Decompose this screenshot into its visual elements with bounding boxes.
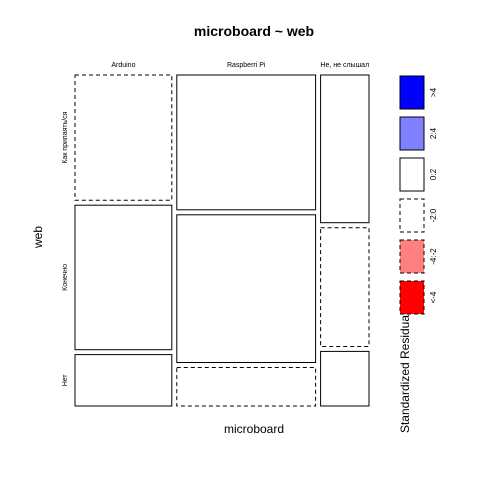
residual-legend: >4 2:4 0:2 -2:0 -4:-2 <-4: [399, 75, 438, 315]
mosaic-cell-arduino-как-припаять-ся: [74, 74, 173, 201]
mosaic-cell-не-не-слышал-нет: [320, 350, 370, 407]
legend-label: 0:2: [429, 168, 438, 180]
legend-label: >4: [429, 87, 438, 97]
legend-swatch: [399, 280, 425, 315]
mosaic-cells: [74, 74, 370, 407]
x-tick-label: Arduino: [111, 62, 135, 69]
x-tick-label: Raspberri Pi: [227, 62, 266, 69]
legend-label: -4:-2: [429, 248, 438, 265]
x-tick-label: Не, не слышал: [320, 62, 369, 69]
mosaic-cell-arduino-нет: [74, 354, 173, 407]
mosaic-cell-не-не-слышал-конечно: [320, 227, 370, 347]
legend-swatch: [399, 75, 425, 110]
legend-swatch: [399, 198, 425, 233]
mosaic-cell-raspberri-pi-нет: [176, 367, 317, 407]
y-tick-labels: Как припаять/ся Конечно Нет: [62, 111, 69, 386]
legend-swatch: [399, 157, 425, 192]
legend-label: <-4: [429, 291, 438, 303]
legend-swatch: [399, 116, 425, 151]
legend-title: Standardized Residuals:: [398, 303, 412, 433]
mosaic-cell-arduino-конечно: [74, 204, 173, 351]
y-axis-title: web: [31, 226, 45, 249]
x-axis-title: microboard: [224, 422, 284, 436]
chart-title: microboard ~ web: [194, 23, 314, 39]
y-tick-label: Конечно: [62, 264, 69, 291]
y-tick-label: Нет: [62, 374, 69, 387]
legend-label: -2:0: [429, 208, 438, 222]
y-tick-label: Как припаять/ся: [62, 111, 69, 163]
legend-swatch: [399, 239, 425, 274]
mosaic-cell-не-не-слышал-как-припаять-ся: [320, 74, 370, 224]
x-tick-labels: Arduino Raspberri Pi Не, не слышал: [111, 62, 369, 69]
mosaic-cell-raspberri-pi-как-припаять-ся: [176, 74, 317, 211]
legend-label: 2:4: [429, 127, 438, 139]
mosaic-cell-raspberri-pi-конечно: [176, 214, 317, 363]
